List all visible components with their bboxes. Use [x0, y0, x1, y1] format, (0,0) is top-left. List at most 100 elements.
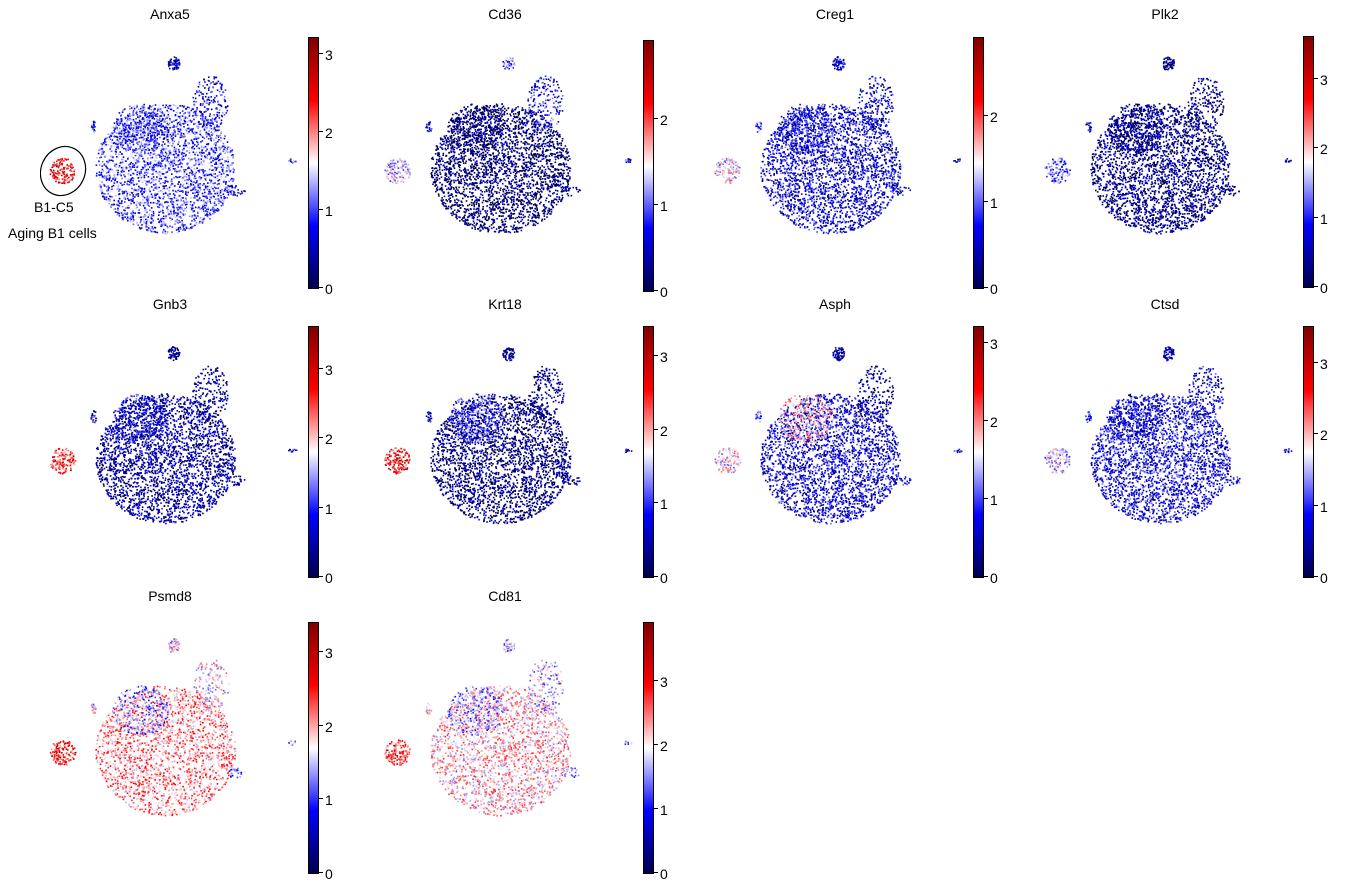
cell-cluster-main: [1090, 103, 1231, 235]
panel-title: Plk2: [1035, 6, 1295, 22]
cell-cluster-arm: [527, 365, 565, 422]
cell-cluster-top: [832, 347, 846, 362]
colorbar-tick: [319, 724, 323, 726]
cell-cluster-top: [1163, 346, 1175, 362]
colorbar-tick-label: 0: [1320, 281, 1328, 295]
cell-cluster-far: [288, 158, 297, 164]
cell-cluster-tail: [892, 475, 912, 486]
colorbar-tick-label: 1: [325, 204, 333, 218]
umap-scatter: [1044, 346, 1293, 525]
colorbar: [643, 40, 654, 292]
cluster-annotation-label: Aging B1 cells: [8, 225, 97, 241]
cell-cluster-small: [425, 702, 433, 715]
cell-cluster-b1c5: [384, 158, 411, 185]
colorbar-tick: [984, 497, 988, 499]
colorbar-tick-label: 1: [990, 196, 998, 210]
umap-scatter: [714, 347, 963, 525]
cell-cluster-top: [167, 346, 181, 361]
cell-cluster-small: [755, 121, 763, 133]
cell-cluster-small: [90, 410, 97, 424]
colorbar: [1303, 36, 1314, 288]
cell-cluster-arm: [857, 365, 894, 422]
cell-cluster-upper: [777, 103, 835, 154]
cell-cluster-tail: [560, 185, 581, 197]
colorbar-tick: [654, 743, 658, 745]
panel-title: Krt18: [375, 296, 635, 312]
cell-cluster-main: [430, 685, 571, 817]
colorbar-tick: [319, 208, 323, 210]
umap-panel-cd36: Cd36 0 1 2: [375, 6, 710, 299]
colorbar-tick: [654, 428, 658, 430]
umap-scatter: [49, 638, 296, 817]
b1-c5-outline: [40, 145, 87, 197]
colorbar-tick-label: 2: [660, 113, 668, 127]
colorbar: [973, 37, 984, 289]
colorbar-tick-label: 0: [325, 282, 333, 296]
cell-cluster-upper: [112, 393, 169, 444]
colorbar-tick-label: 0: [660, 867, 668, 881]
colorbar-tick-label: 1: [660, 199, 668, 213]
cell-cluster-top: [502, 347, 516, 362]
cell-cluster-upper: [112, 103, 170, 154]
cell-cluster-b1c5: [49, 740, 77, 766]
colorbar-tick: [654, 502, 658, 504]
colorbar: [308, 37, 319, 289]
colorbar-tick-label: 2: [325, 126, 333, 140]
colorbar: [643, 622, 654, 874]
panel-title: Anxa5: [40, 6, 300, 22]
cell-cluster-arm: [527, 659, 564, 714]
colorbar-tick-label: 0: [1320, 571, 1328, 585]
colorbar: [308, 622, 319, 874]
cell-cluster-b1c5: [49, 158, 76, 185]
colorbar-tick-label: 3: [1320, 357, 1328, 371]
umap-panel-cd81: Cd81 0 1 2 3: [375, 588, 710, 881]
colorbar-tick-label: 0: [990, 571, 998, 585]
colorbar-tick-label: 0: [660, 285, 668, 299]
colorbar: [973, 326, 984, 578]
colorbar-tick: [1314, 361, 1318, 363]
cell-cluster-arm: [192, 76, 229, 132]
cell-cluster-top: [832, 56, 846, 71]
colorbar-tick-label: 0: [325, 867, 333, 881]
colorbar-tick: [1314, 286, 1318, 287]
colorbar-tick: [1314, 433, 1318, 435]
panel-title: Gnb3: [40, 296, 300, 312]
umap-scatter: [1044, 56, 1292, 235]
cell-cluster-b1c5: [384, 739, 412, 766]
cell-cluster-arm: [857, 75, 894, 133]
umap-panel-asph: Asph 0 1 2 3: [705, 296, 1040, 588]
colorbar-tick-label: 1: [660, 497, 668, 511]
cell-cluster-top: [168, 638, 181, 653]
colorbar-tick: [319, 130, 323, 132]
colorbar-tick-label: 2: [990, 110, 998, 124]
colorbar-tick-label: 1: [990, 493, 998, 507]
umap-panel-plk2: Plk2 0 1 2 3: [1035, 6, 1355, 298]
cell-cluster-far: [288, 740, 296, 746]
cell-cluster-small: [425, 121, 433, 133]
umap-scatter: [384, 347, 633, 525]
colorbar-tick-label: 3: [325, 48, 333, 62]
cell-cluster-small: [1085, 121, 1093, 133]
cell-cluster-arm: [193, 659, 230, 713]
cell-cluster-tail: [228, 767, 246, 779]
cell-cluster-top: [1162, 56, 1175, 71]
cell-cluster-far: [624, 158, 632, 164]
colorbar-tick: [319, 576, 323, 577]
cell-cluster-arm: [192, 365, 229, 422]
umap-scatter: [40, 56, 297, 235]
umap-panel-gnb3: Gnb3 0 1 2 3: [40, 296, 375, 588]
cell-cluster-far: [624, 448, 633, 454]
cell-cluster-upper: [1107, 103, 1164, 154]
cell-cluster-b1c5: [714, 157, 741, 185]
colorbar: [643, 326, 654, 578]
cell-cluster-arm: [527, 75, 564, 132]
cell-cluster-tail: [1220, 185, 1240, 197]
cell-cluster-b1c5: [384, 447, 411, 475]
colorbar-tick: [319, 437, 323, 439]
cell-cluster-arm: [1187, 77, 1225, 130]
cell-cluster-b1c5: [50, 447, 77, 475]
colorbar-tick: [319, 651, 323, 653]
colorbar-tick: [1314, 77, 1318, 79]
cell-cluster-top: [167, 56, 181, 71]
cell-cluster-small: [755, 410, 762, 423]
